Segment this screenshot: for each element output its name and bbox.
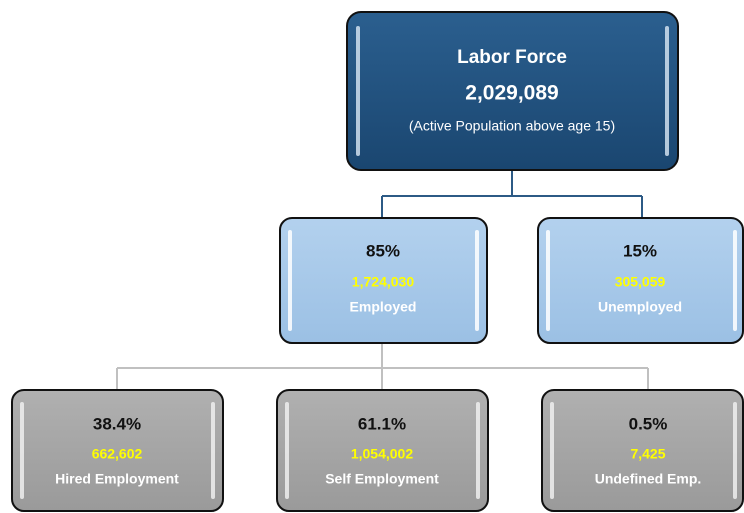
node-label: Self Employment bbox=[325, 471, 439, 487]
connectors-top bbox=[381, 170, 643, 218]
node-percent: 85% bbox=[366, 241, 400, 260]
root-note: (Active Population above age 15) bbox=[409, 118, 615, 134]
node-percent: 38.4% bbox=[93, 414, 141, 433]
node-percent: 15% bbox=[623, 241, 657, 260]
node-value: 662,602 bbox=[92, 446, 143, 462]
node-value: 305,059 bbox=[615, 274, 666, 290]
node-label: Unemployed bbox=[598, 299, 682, 315]
undefined-node: 0.5% 7,425 Undefined Emp. bbox=[541, 389, 744, 512]
root-title: Labor Force bbox=[457, 47, 567, 68]
node-label: Hired Employment bbox=[55, 471, 179, 487]
root-value: 2,029,089 bbox=[465, 82, 558, 105]
node-label: Undefined Emp. bbox=[595, 471, 702, 487]
node-value: 1,724,030 bbox=[352, 274, 414, 290]
self-node: 61.1% 1,054,002 Self Employment bbox=[276, 389, 489, 512]
unemployed-node: 15% 305,059 Unemployed bbox=[537, 217, 744, 344]
hired-node: 38.4% 662,602 Hired Employment bbox=[11, 389, 224, 512]
node-percent: 0.5% bbox=[629, 414, 668, 433]
node-value: 1,054,002 bbox=[351, 446, 413, 462]
node-value: 7,425 bbox=[630, 446, 665, 462]
employed-node: 85% 1,724,030 Employed bbox=[279, 217, 488, 344]
root-node: Labor Force 2,029,089 (Active Population… bbox=[346, 11, 679, 171]
node-percent: 61.1% bbox=[358, 414, 406, 433]
connectors-bottom bbox=[116, 343, 649, 390]
node-label: Employed bbox=[350, 299, 417, 315]
